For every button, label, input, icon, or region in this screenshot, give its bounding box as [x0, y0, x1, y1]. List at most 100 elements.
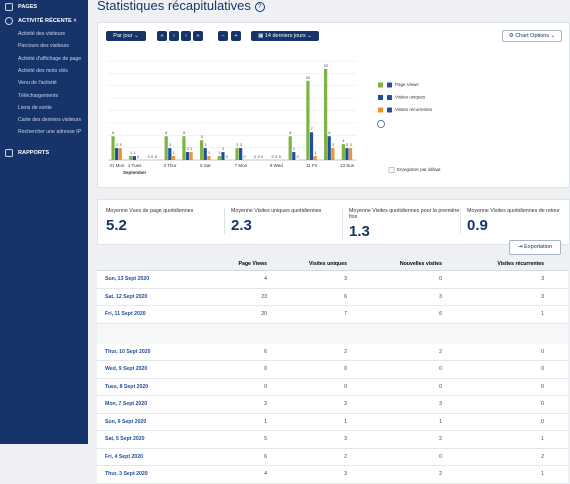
- legend-checkbox[interactable]: [387, 82, 392, 88]
- bar-label: 0: [261, 155, 263, 159]
- cell: 3: [344, 471, 347, 477]
- cell: 0: [541, 401, 544, 407]
- options-label: Chart Options: [515, 33, 550, 39]
- date-cell: Thur, 10 Sept 2020: [105, 348, 151, 355]
- nav-item[interactable]: Rechercher une adresse IP: [18, 129, 82, 136]
- nav-item[interactable]: Parcours des visiteurs: [18, 43, 70, 50]
- stat-value: 1.3: [349, 223, 370, 240]
- zoom-button[interactable]: −: [218, 31, 228, 41]
- period-select[interactable]: Par jour ⌄: [106, 31, 146, 41]
- save-checkbox[interactable]: [388, 167, 395, 173]
- bar-label: 3: [346, 143, 348, 147]
- x-tick-label: 5 Sat: [200, 163, 211, 168]
- bar-label: 3: [350, 143, 352, 147]
- nav-button[interactable]: »: [193, 31, 203, 41]
- legend-checkbox[interactable]: [387, 95, 392, 100]
- nav-button[interactable]: ‹: [169, 31, 179, 41]
- cell: 1: [439, 418, 442, 425]
- nav-item[interactable]: Activité des visiteurs: [18, 31, 65, 37]
- bar: [309, 132, 314, 160]
- bar-label: 0: [148, 155, 150, 159]
- nav-section[interactable]: ACTIVITÉ RÉCENTE ˄: [18, 18, 77, 24]
- bar: [115, 148, 119, 160]
- table: Page Views Visites uniques Nouvelles visit…: [97, 258, 568, 484]
- bar-label: 23: [324, 64, 328, 68]
- zoom-button[interactable]: +: [231, 31, 241, 41]
- nav-item[interactable]: Venu de l'activité: [18, 80, 57, 87]
- bar: [189, 152, 193, 160]
- cell: 0: [264, 383, 267, 390]
- table-row: Sat, 12 Sept 2020 23 6 3 3: [97, 288, 568, 306]
- bar: [200, 140, 204, 160]
- title-text: Statistiques récapitulatives: [97, 0, 251, 13]
- bar-label: 3: [240, 143, 242, 147]
- nav-item[interactable]: Activité d'affichage de page: [18, 55, 82, 62]
- bar-label: 0: [258, 155, 260, 159]
- stat-label: Moyenne Visites uniques quotidiennes: [231, 208, 322, 214]
- legend-swatch: [378, 82, 383, 88]
- cell: 4: [264, 471, 267, 477]
- bar-label: 0: [155, 155, 157, 159]
- cell: 20: [261, 311, 267, 317]
- table-row: Sun, 6 Sept 2020 1 1 1 0: [97, 413, 568, 431]
- stat: Moyenne Visites quotidiennes de retour 0.…: [460, 208, 570, 234]
- nav-item[interactable]: Carte des derniers visiteurs: [18, 117, 82, 124]
- bar-label: 2: [190, 147, 192, 151]
- table-row: Fri, 4 Sept 2020 6 2 0 2: [97, 448, 568, 466]
- cell: 0: [541, 383, 544, 390]
- cell: 6: [344, 293, 347, 300]
- cell: 2: [439, 471, 442, 477]
- legend-checkbox[interactable]: [387, 107, 392, 113]
- bar-label: 1: [134, 151, 136, 155]
- nav-button[interactable]: ›: [181, 31, 191, 41]
- bar-label: 6: [328, 131, 330, 135]
- section-label: ACTIVITÉ RÉCENTE: [18, 18, 72, 24]
- x-tick-label: 31 Mon: [109, 163, 125, 168]
- nav-reports[interactable]: RAPPORTS: [18, 150, 50, 156]
- cell: 2: [344, 348, 347, 355]
- nav-button[interactable]: «: [157, 31, 167, 41]
- bar-label: 3: [332, 143, 334, 147]
- period-label: Par jour: [113, 33, 133, 39]
- date-cell: Wed, 9 Sept 2020: [105, 366, 148, 372]
- bar-label: 3: [169, 143, 171, 147]
- legend-help[interactable]: [377, 120, 385, 128]
- legend-swatch: [378, 95, 383, 100]
- cell: 3: [439, 293, 442, 300]
- cell: 0: [344, 366, 347, 372]
- chart-options[interactable]: ⚙ Chart Options ⌄: [502, 30, 562, 42]
- cell: 6: [264, 348, 267, 355]
- cell: 0: [264, 366, 267, 372]
- bar: [235, 148, 239, 160]
- export-button[interactable]: ⇥ Exportation: [509, 240, 561, 255]
- nav-item[interactable]: Téléchargements: [18, 92, 59, 99]
- x-tick-label: 11 Fri: [306, 163, 317, 168]
- sidebar: PAGES ACTIVITÉ RÉCENTE ˄ Activité des vi…: [0, 0, 88, 444]
- help-icon[interactable]: ?: [254, 1, 265, 12]
- activity-icon: [5, 17, 13, 25]
- nav-item[interactable]: Activité des mots clés: [18, 67, 68, 74]
- table-row: Thur, 3 Sept 2020 4 3 2 1: [97, 466, 568, 484]
- nav-item[interactable]: Liens de sortie: [18, 104, 52, 111]
- date-cell: Sat, 12 Sept 2020: [105, 293, 148, 300]
- bar: [164, 136, 168, 160]
- legend-label: Visites uniques: [395, 95, 426, 100]
- cell: 6: [264, 453, 267, 460]
- bar-label: 0: [297, 155, 299, 159]
- bar-label: 6: [289, 131, 291, 135]
- bar: [185, 152, 190, 160]
- bar-label: 1: [130, 151, 132, 155]
- bar: [132, 156, 136, 160]
- bar: [345, 148, 349, 160]
- range-select[interactable]: ▦ 14 derniers jours ⌄: [251, 31, 319, 41]
- cell: 5: [264, 436, 267, 442]
- date-cell: Fri, 4 Sept 2020: [105, 453, 144, 460]
- nav-pages[interactable]: PAGES: [18, 4, 38, 10]
- page-title: Statistiques récapitulatives ?: [97, 0, 265, 13]
- legend-swatch: [378, 107, 383, 113]
- cell: 23: [261, 293, 267, 300]
- stat-label: Moyenne Visites quotidiennes de retour: [467, 208, 560, 214]
- bar: [327, 136, 331, 160]
- bar: [168, 148, 172, 160]
